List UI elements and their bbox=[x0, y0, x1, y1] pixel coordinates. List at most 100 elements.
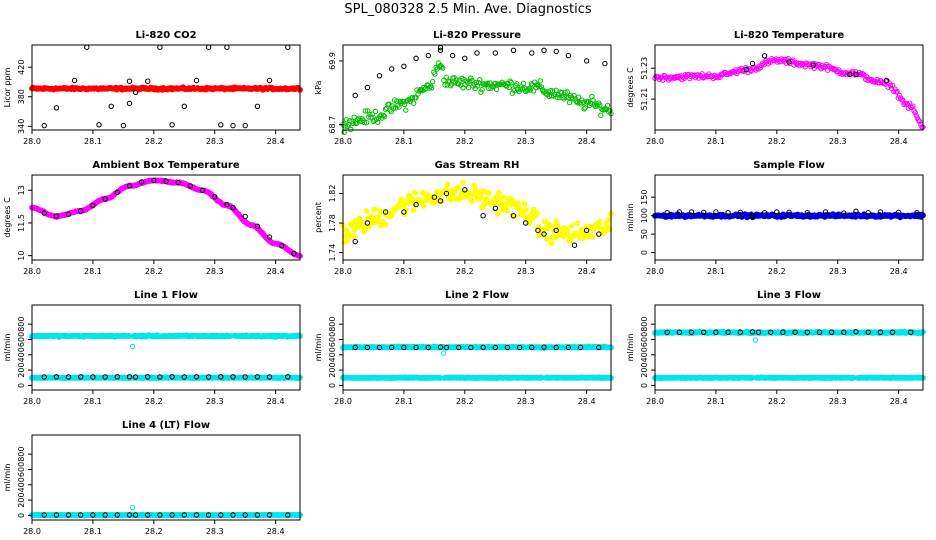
point-main bbox=[901, 101, 907, 108]
x-tick-label: 28.3 bbox=[517, 137, 535, 146]
point-diag bbox=[193, 77, 200, 84]
panel-title: Line 2 Flow bbox=[445, 290, 509, 301]
point-main bbox=[581, 106, 587, 112]
point-diag bbox=[78, 512, 84, 518]
point-main bbox=[477, 77, 483, 83]
x-tick-label: 28.1 bbox=[395, 397, 413, 406]
point-diag bbox=[218, 374, 224, 380]
point-main bbox=[432, 71, 438, 77]
data-points bbox=[29, 505, 303, 519]
point-main bbox=[411, 189, 418, 196]
plot-frame bbox=[342, 174, 612, 261]
point-diag bbox=[529, 344, 535, 351]
point-diag bbox=[108, 103, 114, 110]
y-tick-label: 800 bbox=[17, 447, 26, 462]
point-main bbox=[478, 89, 484, 95]
point-diag bbox=[41, 210, 47, 216]
panel-4: Gas Stream RH percent 28.0 28.1 28.2 28.3 28.4… bbox=[314, 160, 614, 276]
point-diag bbox=[676, 329, 683, 335]
y-tick-label: 600 bbox=[328, 332, 337, 347]
x-tick-label: 28.0 bbox=[23, 527, 41, 536]
x-tick-label: 28.3 bbox=[206, 137, 224, 146]
point-main bbox=[890, 82, 896, 89]
point-main bbox=[443, 186, 450, 193]
x-tick-label: 28.1 bbox=[84, 267, 102, 276]
point-diag bbox=[516, 344, 523, 351]
plot-frame bbox=[654, 174, 924, 261]
point-diag bbox=[510, 213, 517, 219]
point-main bbox=[371, 206, 378, 213]
point-main bbox=[544, 236, 550, 242]
point-main bbox=[541, 218, 548, 225]
point-diag bbox=[596, 344, 602, 351]
point-diag bbox=[132, 374, 139, 380]
point-diag bbox=[853, 208, 859, 214]
point-diag bbox=[169, 512, 175, 518]
point-diag bbox=[242, 512, 248, 518]
point-diag bbox=[218, 512, 224, 518]
x-tick-label: 28.4 bbox=[267, 397, 285, 406]
point-diag bbox=[529, 50, 535, 56]
point-diag bbox=[78, 374, 84, 380]
point-main bbox=[363, 120, 370, 126]
point-diag bbox=[841, 329, 847, 335]
point-outlier bbox=[129, 505, 136, 511]
point-main bbox=[515, 200, 521, 206]
point-diag bbox=[41, 122, 47, 129]
y-tick-label: 13 bbox=[17, 185, 26, 195]
point-diag bbox=[847, 71, 853, 78]
point-diag bbox=[565, 344, 572, 351]
point-main bbox=[442, 82, 448, 88]
point-diag bbox=[199, 187, 206, 194]
point-diag bbox=[437, 198, 444, 204]
point-diag bbox=[664, 329, 670, 335]
point-main bbox=[440, 65, 446, 71]
panel-title: Line 3 Flow bbox=[757, 290, 821, 301]
point-diag bbox=[163, 178, 169, 184]
point-diag bbox=[193, 374, 200, 380]
point-diag bbox=[126, 78, 133, 84]
point-diag bbox=[737, 209, 743, 216]
point-diag bbox=[65, 211, 72, 217]
point-diag bbox=[602, 60, 608, 67]
x-tick-label: 28.3 bbox=[206, 267, 224, 276]
point-main bbox=[485, 80, 491, 86]
x-tick-label: 28.2 bbox=[145, 137, 163, 146]
point-main bbox=[367, 111, 373, 118]
x-tick-label: 28.4 bbox=[890, 137, 908, 146]
y-tick-label: 68.7 bbox=[328, 116, 337, 134]
point-diag bbox=[768, 329, 774, 335]
point-diag bbox=[157, 44, 163, 50]
point-diag bbox=[376, 344, 383, 351]
point-main bbox=[816, 61, 822, 68]
point-diag bbox=[212, 194, 218, 200]
point-diag bbox=[895, 209, 902, 216]
data-points bbox=[652, 328, 926, 382]
y-tick-label: 0 bbox=[640, 250, 649, 255]
point-main bbox=[607, 107, 613, 114]
point-diag bbox=[90, 374, 96, 380]
y-tick-label: 400 bbox=[640, 347, 649, 362]
y-axis-label: kPa bbox=[314, 80, 323, 94]
point-main bbox=[714, 73, 720, 79]
point-main bbox=[343, 117, 350, 123]
point-diag bbox=[877, 209, 884, 215]
x-tick-label: 28.4 bbox=[890, 397, 908, 406]
point-diag bbox=[480, 213, 486, 219]
point-main bbox=[574, 220, 581, 227]
y-axis: 68.7 69.9 bbox=[328, 52, 343, 134]
point-diag bbox=[254, 512, 261, 518]
point-diag bbox=[425, 52, 431, 59]
point-diag bbox=[224, 201, 230, 208]
point-main bbox=[500, 194, 507, 201]
point-diag bbox=[126, 100, 133, 107]
point-diag bbox=[761, 210, 768, 216]
point-main bbox=[348, 126, 354, 133]
point-diag bbox=[749, 60, 756, 67]
point-diag bbox=[41, 512, 47, 518]
point-main bbox=[368, 114, 374, 121]
point-main bbox=[474, 83, 481, 89]
point-main bbox=[575, 94, 582, 100]
point-diag bbox=[688, 329, 695, 335]
